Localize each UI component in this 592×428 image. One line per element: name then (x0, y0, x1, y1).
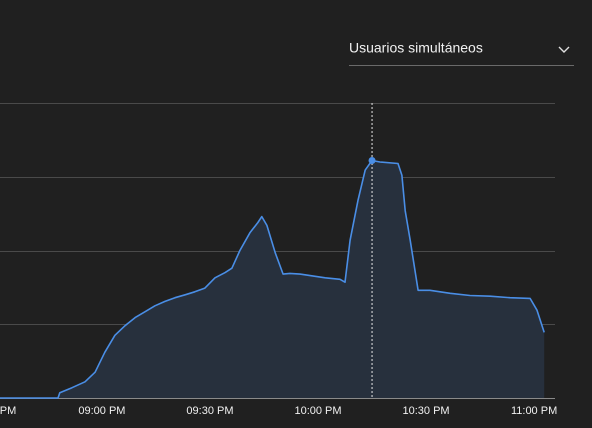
dropdown-chevron[interactable] (558, 46, 570, 53)
x-tick-label: PM (0, 405, 16, 417)
hover-point (368, 157, 376, 165)
x-tick-label: 09:30 PM (186, 405, 233, 417)
x-tick-label: 09:00 PM (78, 405, 125, 417)
area-line (0, 159, 545, 399)
x-tick-label: 10:30 PM (403, 405, 450, 417)
metric-dropdown-label[interactable]: Usuarios simultáneos (349, 40, 483, 56)
x-tick-label: 10:00 PM (294, 405, 341, 417)
x-tick-label: 11:00 PM (511, 405, 557, 417)
area-fill (0, 160, 545, 398)
